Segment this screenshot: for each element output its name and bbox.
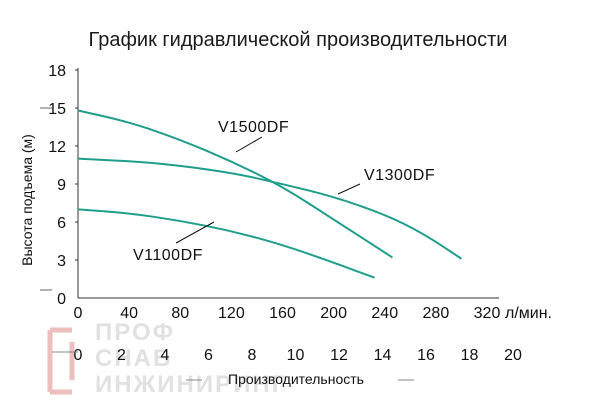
x2-tick-label: 6 (204, 347, 213, 364)
x-ticks: 0 40 80 120 160 200 240 280 320 (74, 305, 501, 322)
x2-tick-label: 16 (417, 347, 435, 364)
x2-tick-label: 10 (287, 347, 305, 364)
y-ticks: 0 3 6 9 12 15 18 (48, 63, 78, 308)
x-tick-label: 120 (218, 305, 245, 322)
y-tick-label: 15 (48, 101, 66, 118)
series-leader-line (175, 221, 215, 244)
x-tick-label: 280 (423, 305, 450, 322)
curve-v1300df (77, 157, 462, 260)
x-tick-label: 160 (269, 305, 296, 322)
series-leader-line (337, 183, 361, 195)
x-tick-label: 80 (171, 305, 189, 322)
series-labels: V1500DF V1300DF V1100DF (133, 119, 435, 264)
x-tick-label: 320 (474, 305, 501, 322)
y-tick-label: 0 (57, 291, 66, 308)
watermark-line1: ПРОФ (95, 319, 175, 346)
y-tick-label: 6 (57, 215, 66, 232)
curve-v1500df (77, 109, 393, 259)
watermark-logo-icon (47, 327, 75, 395)
y-tick-label: 18 (48, 63, 66, 80)
curve-v1100df (77, 208, 375, 279)
series-label-v1300df: V1300DF (364, 167, 435, 184)
x-tick-label: 240 (371, 305, 398, 322)
x-tick-label: 0 (74, 305, 83, 322)
series-leader-line (235, 136, 263, 153)
x-unit-label: л/мин. (505, 305, 552, 322)
series-label-v1500df: V1500DF (218, 119, 289, 136)
watermark-line3: ИНЖИНИРИНГ (95, 371, 287, 398)
y-tick-label: 3 (57, 253, 66, 270)
watermark-line2: СНАБ (95, 345, 172, 372)
x2-tick-label: 0 (74, 347, 83, 364)
x2-tick-label: 2 (117, 347, 126, 364)
x-tick-label: 200 (320, 305, 347, 322)
x2-tick-label: 4 (161, 347, 170, 364)
series-label-v1100df: V1100DF (133, 247, 203, 264)
x2-tick-label: 8 (248, 347, 257, 364)
x2-tick-label: 12 (330, 347, 348, 364)
curves (77, 109, 462, 279)
x-tick-label: 40 (120, 305, 138, 322)
y-tick-label: 12 (48, 139, 66, 156)
x-axis-label: Производительность (228, 371, 364, 387)
y-tick-label: 9 (57, 177, 66, 194)
watermark: ПРОФ СНАБ ИНЖИНИРИНГ (47, 319, 287, 398)
x2-tick-label: 20 (504, 347, 522, 364)
x2-tick-label: 18 (461, 347, 479, 364)
y-axis-label: Высота подъема (м) (19, 134, 35, 266)
chart-title: График гидравлической производительности (89, 29, 508, 51)
x2-ticks: 0 2 4 6 8 10 12 14 16 18 20 (74, 347, 522, 364)
x2-tick-label: 14 (374, 347, 392, 364)
